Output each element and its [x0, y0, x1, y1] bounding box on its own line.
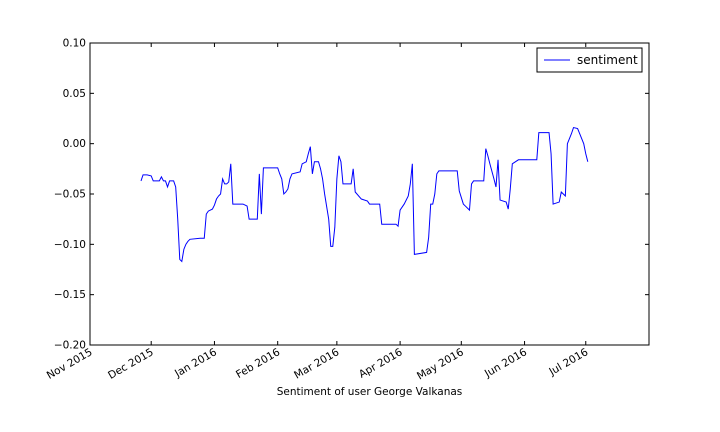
plot-frame	[89, 42, 650, 346]
y-tick-label: −0.15	[54, 289, 86, 301]
y-tick-label: 0.10	[63, 38, 86, 50]
y-tick-label: 0.05	[63, 88, 86, 100]
y-tick-label: −0.10	[54, 239, 86, 251]
plot-area	[140, 126, 589, 263]
legend-label-sentiment: sentiment	[577, 53, 638, 67]
legend: sentiment	[536, 47, 643, 73]
x-axis-label: Sentiment of user George Valkanas	[277, 386, 463, 398]
y-tick-label: 0.00	[63, 138, 86, 150]
y-tick-label: −0.20	[54, 340, 86, 352]
series-line-sentiment	[140, 126, 589, 263]
y-tick-label: −0.05	[54, 189, 86, 201]
